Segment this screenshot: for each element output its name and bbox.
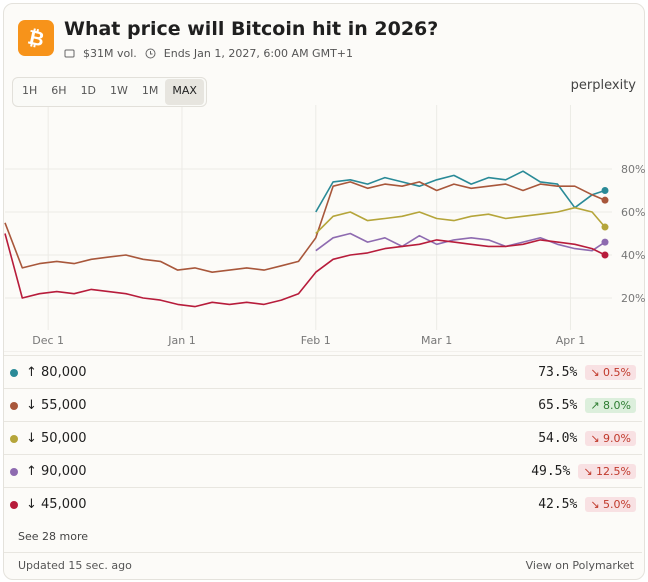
outcome-label: ↑ 80,000 — [26, 365, 87, 380]
change-badge: ↘ 9.0% — [585, 431, 636, 446]
chart: 80% 60% 40% 20% Dec 1 Jan 1 Feb 1 Mar 1 Apr 1 — [4, 105, 645, 352]
end-dot — [601, 251, 609, 259]
probability: 42.5% — [538, 497, 578, 512]
probability: 65.5% — [538, 398, 578, 413]
series-line — [315, 170, 606, 213]
outcome-row[interactable]: ↓ 55,000 65.5% ↗ 8.0% — [4, 388, 642, 422]
outcome-label: ↓ 45,000 — [26, 497, 87, 512]
footer-divider — [4, 552, 642, 553]
x-tick-label: Apr 1 — [556, 334, 586, 347]
series-line — [4, 233, 606, 308]
range-button[interactable]: 1M — [141, 84, 159, 97]
end-dot — [601, 238, 609, 246]
change-badge: ↘ 12.5% — [578, 464, 636, 479]
change-badge: ↘ 5.0% — [585, 497, 636, 512]
end-dot — [601, 223, 609, 231]
y-tick-label: 20% — [621, 292, 645, 305]
change-badge: ↘ 0.5% — [585, 365, 636, 380]
series-line — [4, 181, 606, 273]
outcome-row[interactable]: ↓ 50,000 54.0% ↘ 9.0% — [4, 421, 642, 455]
outcome-row[interactable]: ↓ 45,000 42.5% ↘ 5.0% — [4, 487, 642, 521]
clock-icon — [145, 48, 156, 59]
range-button[interactable]: 1D — [80, 84, 97, 97]
legend-dot — [10, 434, 18, 443]
see-more[interactable]: See 28 more — [18, 530, 89, 543]
range-selector: 1H 6H 1D 1W 1M MAX — [12, 77, 207, 107]
bitcoin-icon: ₿ — [18, 20, 54, 56]
bitcoin-glyph: ₿ — [26, 25, 47, 52]
range-button[interactable]: 1W — [110, 84, 128, 97]
series-line — [315, 232, 606, 252]
x-tick-label: Mar 1 — [421, 334, 452, 347]
outcome-label: ↓ 50,000 — [26, 431, 87, 446]
svg-text:₿: ₿ — [26, 25, 47, 52]
x-tick-label: Jan 1 — [167, 334, 195, 347]
y-tick-label: 80% — [621, 163, 645, 176]
change-badge: ↗ 8.0% — [585, 398, 636, 413]
legend-dot — [10, 500, 18, 509]
legend-dot — [10, 467, 18, 476]
x-tick-label: Feb 1 — [301, 334, 331, 347]
range-button[interactable]: MAX — [165, 79, 204, 105]
title: What price will Bitcoin hit in 2026? — [64, 18, 439, 40]
probability: 54.0% — [538, 431, 578, 446]
polymarket-link[interactable]: View on Polymarket — [525, 559, 634, 572]
end-date: Ends Jan 1, 2027, 6:00 AM GMT+1 — [163, 47, 354, 60]
outcome-row[interactable]: ↑ 90,000 49.5% ↘ 12.5% — [4, 454, 642, 488]
meta: $31M vol. Ends Jan 1, 2027, 6:00 AM GMT+… — [64, 47, 353, 60]
brand: perplexity — [570, 78, 636, 93]
range-button[interactable]: 6H — [51, 84, 67, 97]
updated: Updated 15 sec. ago — [18, 559, 132, 572]
range-button[interactable]: 1H — [22, 84, 38, 97]
legend-dot — [10, 401, 18, 410]
legend-dot — [10, 368, 18, 377]
volume-icon — [64, 49, 75, 58]
outcome-label: ↑ 90,000 — [26, 464, 87, 479]
series-line — [315, 206, 606, 235]
end-dot — [601, 196, 609, 204]
volume: $31M vol. — [83, 47, 137, 60]
outcome-row[interactable]: ↑ 80,000 73.5% ↘ 0.5% — [4, 355, 642, 389]
y-tick-label: 60% — [621, 206, 645, 219]
probability: 49.5% — [531, 464, 571, 479]
y-tick-label: 40% — [621, 249, 645, 262]
outcome-label: ↓ 55,000 — [26, 398, 87, 413]
x-tick-label: Dec 1 — [32, 334, 64, 347]
probability: 73.5% — [538, 365, 578, 380]
end-dot — [601, 187, 609, 194]
